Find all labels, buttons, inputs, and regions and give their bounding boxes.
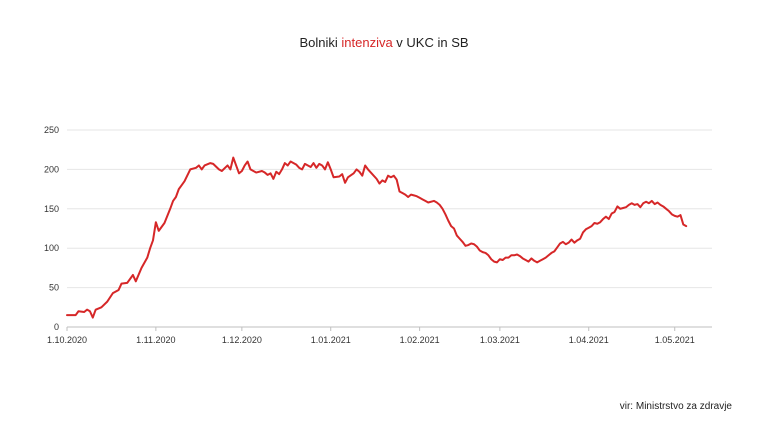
chart-title: Bolniki intenziva v UKC in SB [0,35,768,50]
x-tick-label: 1.05.2021 [655,335,695,345]
title-part1: Bolniki [299,35,342,50]
x-tick-label: 1.03.2021 [480,335,520,345]
source-note: vir: Ministrstvo za zdravje [619,401,732,412]
y-tick-label: 200 [44,164,59,174]
x-tick-label: 1.11.2020 [136,335,175,345]
x-tick-label: 1.04.2021 [569,335,609,345]
grid-lines [67,129,712,289]
axes [66,326,712,331]
y-tick-label: 100 [44,243,59,253]
y-tick-labels: 0 50 100 150 200 250 [44,125,59,332]
title-accent: intenziva [341,35,393,50]
x-tick-label: 1.10.2020 [47,335,87,345]
series-line [66,156,688,319]
title-part3: v UKC in SB [392,35,469,50]
y-tick-label: 50 [49,283,59,293]
y-tick-label: 150 [44,204,59,214]
x-tick-label: 1.12.2020 [222,335,262,345]
x-tick-label: 1.02.2021 [400,335,440,345]
x-tick-label: 1.01.2021 [311,335,351,345]
y-tick-label: 0 [54,322,59,332]
series-layer [66,156,688,319]
y-tick-label: 250 [44,125,59,135]
x-tick-labels: 1.10.2020 1.11.2020 1.12.2020 1.01.2021 1.02… [47,335,695,345]
